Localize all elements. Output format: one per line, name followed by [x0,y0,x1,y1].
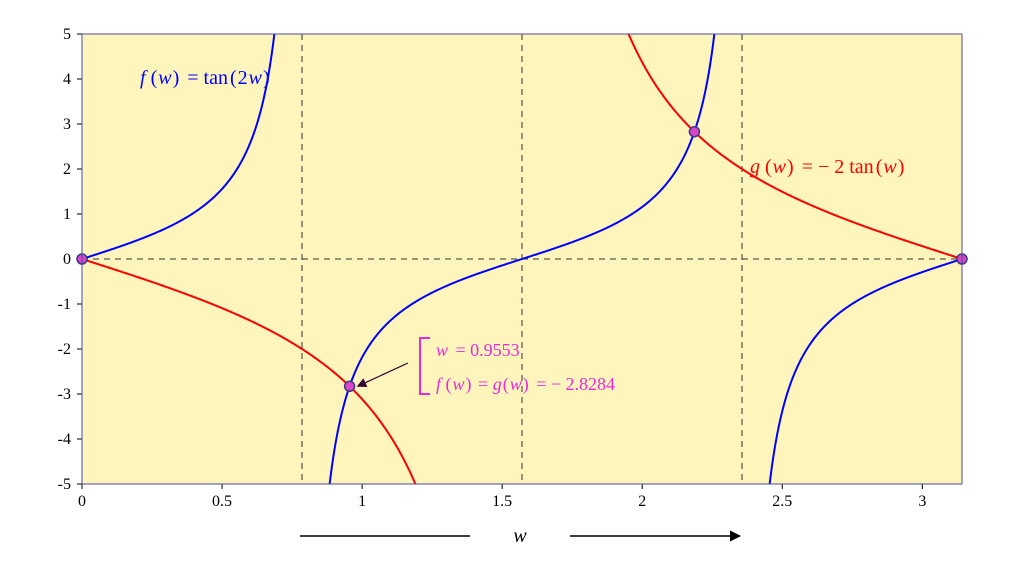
y-tick-label: -1 [58,296,71,313]
y-tick-label: 5 [63,26,71,43]
x-tick-label: 1 [358,493,366,510]
y-tick-label: 1 [63,206,71,223]
x-tick-label: 0.5 [212,493,232,510]
y-tick-label: -2 [58,341,71,358]
math-label: g (w) = − 2 tan(w) [750,156,904,178]
math-label: f (w) = tan(2w) [140,67,270,89]
y-tick-label: -5 [58,476,71,493]
x-axis-label: w [513,525,527,547]
y-tick-label: -3 [58,386,71,403]
x-tick-label: 0 [78,493,86,510]
intersection-marker [345,381,355,391]
tangent-intersection-chart: 0 0.5 1 1.5 2 2.5 3 -5 -4 -3 -2 -1 0 1 2 3 4 5 f (w) = tan… [0,0,1024,576]
y-tick-label: -4 [58,431,71,448]
x-tick-label: 2.5 [772,493,792,510]
x-tick-label: 2 [638,493,646,510]
math-label: f (w) = g(w) = − 2.8284 [436,374,615,395]
x-tick-label: 3 [918,493,926,510]
y-tick-label: 3 [63,116,71,133]
x-tick-label: 1.5 [492,493,512,510]
y-tick-label: 2 [63,161,71,178]
intersection-marker [689,127,699,137]
y-tick-label: 0 [63,251,71,268]
y-tick-label: 4 [63,71,71,88]
